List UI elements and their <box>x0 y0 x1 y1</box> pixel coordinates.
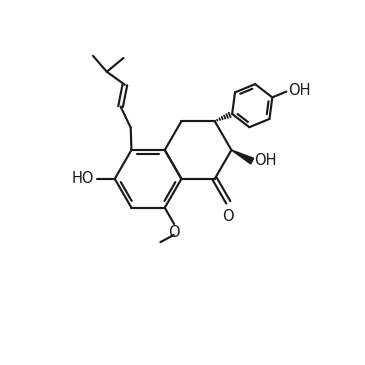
Text: O: O <box>223 209 234 224</box>
Text: OH: OH <box>288 83 310 98</box>
Polygon shape <box>231 150 254 164</box>
Text: HO: HO <box>72 171 95 186</box>
Text: OH: OH <box>254 153 277 168</box>
Text: O: O <box>168 226 180 241</box>
